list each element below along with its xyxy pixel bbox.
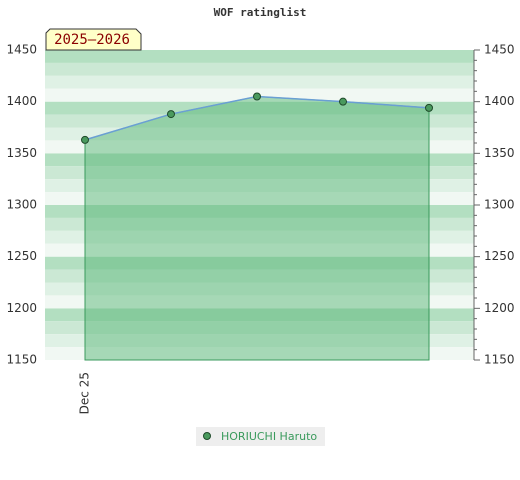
annotation-box	[45, 28, 142, 51]
point	[339, 97, 347, 106]
x-tick-label: Dec 25	[78, 372, 92, 414]
y2-tick-label: 1400	[484, 94, 515, 108]
y-tick-label: 1150	[6, 353, 37, 367]
y-tick-label: 1300	[6, 198, 37, 212]
y-tick-label: 1450	[6, 43, 37, 57]
grid-band	[45, 75, 474, 89]
y-tick-label: 1400	[6, 94, 37, 108]
point	[81, 135, 89, 144]
area	[84, 95, 430, 361]
y2-tick-label: 1300	[484, 198, 515, 212]
legend-box	[196, 427, 325, 446]
y-tick-label: 1200	[6, 301, 37, 315]
y-tick-label: 1350	[6, 146, 37, 160]
y2-tick-label: 1450	[484, 43, 515, 57]
y-tick-label: 1250	[6, 249, 37, 263]
annotation: 2025–2026	[54, 32, 130, 48]
y2-tick-label: 1250	[484, 249, 515, 263]
legend-label: HORIUCHI Haruto	[221, 430, 317, 443]
legend-marker	[203, 432, 211, 440]
point	[167, 110, 175, 119]
y2-tick-label: 1350	[484, 146, 515, 160]
point	[425, 103, 433, 112]
grid-band	[45, 62, 474, 76]
point	[253, 92, 261, 101]
chart-title: WOF ratinglist	[214, 6, 307, 19]
grid-band	[45, 50, 474, 63]
y2-tick-label: 1150	[484, 353, 515, 367]
y2-tick-label: 1200	[484, 301, 515, 315]
